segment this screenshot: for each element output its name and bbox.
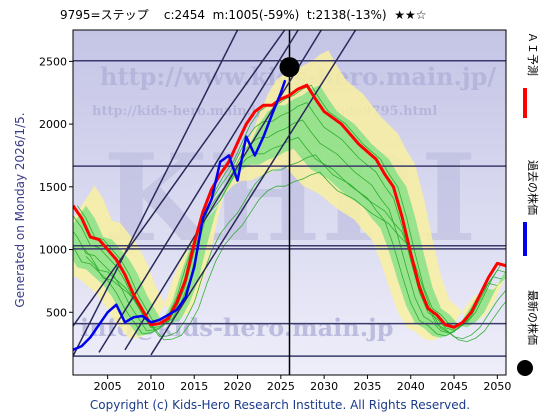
forecast-strand xyxy=(85,171,506,343)
x-tick-label: 2050 xyxy=(483,380,511,393)
x-tick-label: 2035 xyxy=(353,380,381,393)
trend-channel-line xyxy=(98,30,299,353)
chart-title: 9795=ステップ c:2454 m:1005(-59%) t:2138(-13… xyxy=(60,8,427,22)
legend-latest-price-label: 最新の株価 xyxy=(526,290,540,345)
forecast-strand xyxy=(81,154,506,340)
trend-channel-line xyxy=(73,30,286,327)
legend-latest-price: 最新の株価 xyxy=(517,290,540,376)
forecast-band-inner xyxy=(73,85,506,338)
plot-frame xyxy=(72,29,507,376)
y-tick-label: 1000 xyxy=(39,244,67,257)
x-tick-label: 2040 xyxy=(397,380,425,393)
copyright-notice: Copyright (c) Kids-Hero Research Institu… xyxy=(89,398,471,412)
legend-latest-price-swatch xyxy=(517,360,533,376)
x-tick-label: 2015 xyxy=(180,380,208,393)
y-tick-label: 2500 xyxy=(39,55,67,68)
series-past-price xyxy=(73,79,287,352)
x-tick-label: 2020 xyxy=(224,380,252,393)
latest-price-point xyxy=(279,57,300,78)
x-tick-label: 2030 xyxy=(310,380,338,393)
x-tick-label: 2010 xyxy=(137,380,165,393)
x-tick-label: 2025 xyxy=(267,380,295,393)
legend-past-price: 過去の株価 xyxy=(523,160,540,256)
trend-channel-line xyxy=(73,30,239,357)
trend-channel-line xyxy=(150,30,357,356)
y-tick-label: 2000 xyxy=(39,118,67,131)
x-tick-label: 2005 xyxy=(94,380,122,393)
legend-ai-forecast-label: ＡＩ予測 xyxy=(526,32,540,76)
y-tick-label: 1500 xyxy=(39,181,67,194)
series-ai-forecast xyxy=(73,83,506,329)
x-tick-label: 2045 xyxy=(440,380,468,393)
legend-past-price-label: 過去の株価 xyxy=(526,160,540,215)
legend-ai-forecast: ＡＩ予測 xyxy=(523,32,540,118)
forecast-strand xyxy=(77,84,506,328)
y-tick-label: 500 xyxy=(46,306,67,319)
forecast-strand xyxy=(73,119,502,334)
